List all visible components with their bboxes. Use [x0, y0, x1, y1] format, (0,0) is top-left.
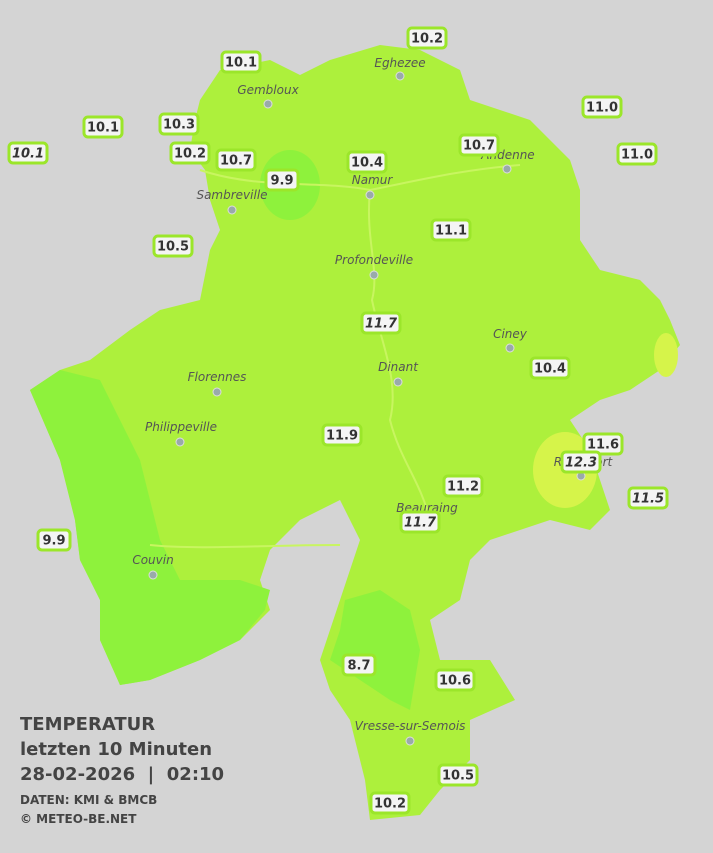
station-box: [215, 148, 257, 172]
town-dot: [395, 71, 405, 81]
town-dot: [365, 190, 375, 200]
station-box: [434, 668, 476, 692]
station-box: [430, 218, 472, 242]
station-box: [442, 474, 484, 498]
town-dot: [502, 164, 512, 174]
station-box: [321, 423, 363, 447]
station-value: 10.6: [439, 674, 471, 689]
station-box: [82, 115, 124, 139]
station-value: 11.7: [404, 516, 437, 531]
town-name: Profondeville: [335, 253, 413, 267]
station-box: [341, 653, 377, 677]
station-value: 10.1: [12, 147, 44, 162]
station-box: [581, 95, 623, 119]
station-box: [7, 141, 49, 165]
station-value: 10.5: [442, 769, 474, 784]
station-value: 10.2: [174, 147, 206, 162]
station-box: [582, 432, 624, 456]
town-name: Dinant: [378, 360, 419, 374]
station-value: 10.7: [220, 154, 252, 169]
town-name: Gembloux: [237, 83, 299, 97]
station-box: [264, 168, 300, 192]
town-dot: [369, 270, 379, 280]
station-box: [616, 142, 658, 166]
station-value: 10.4: [534, 362, 566, 377]
zone-warm: [654, 333, 678, 377]
station-box: [437, 763, 479, 787]
station-value: 9.9: [42, 534, 65, 549]
station-value: 10.3: [163, 118, 195, 133]
station-value: 10.2: [411, 32, 443, 47]
station-value: 10.1: [87, 121, 119, 136]
town-name: Couvin: [132, 553, 173, 567]
station-value: 11.5: [632, 492, 664, 507]
town-dot: [405, 736, 415, 746]
town-name: Eghezee: [374, 56, 425, 70]
station-box: [152, 234, 194, 258]
town-dot: [393, 377, 403, 387]
station-box: [158, 112, 200, 136]
town-dot: [227, 205, 237, 215]
station-value: 10.1: [225, 56, 257, 71]
town-name: Sambreville: [196, 188, 267, 202]
station-value: 11.9: [326, 429, 358, 444]
station-box: [346, 150, 388, 174]
legend-datetime: 28-02-2026 | 02:10: [20, 764, 224, 785]
town-name: Ciney: [493, 327, 528, 341]
station-value: 11.0: [621, 148, 653, 163]
town-name: Vresse-sur-Semois: [355, 719, 466, 733]
town-dot: [148, 570, 158, 580]
station-value: 11.7: [365, 317, 398, 332]
legend-source: DATEN: KMI & BMCB: [20, 793, 157, 807]
station-box: [458, 133, 500, 157]
legend-title: TEMPERATUR: [20, 714, 155, 735]
station-box: [406, 26, 448, 50]
town-dot: [263, 99, 273, 109]
station-value: 10.7: [463, 139, 495, 154]
station-value: 11.2: [447, 480, 479, 495]
station-box: [560, 450, 602, 474]
legend-copyright: © METEO-BE.NET: [20, 812, 137, 826]
town-dot: [175, 437, 185, 447]
station-box: [369, 791, 411, 815]
station-value: 8.7: [347, 659, 370, 674]
station-value: 11.0: [586, 101, 618, 116]
town-dot: [212, 387, 222, 397]
town-name: Florennes: [188, 370, 247, 384]
town-name: Namur: [352, 173, 394, 187]
station-box: [529, 356, 571, 380]
zone-cool: [30, 370, 270, 685]
station-box: [399, 510, 441, 534]
legend-period: letzten 10 Minuten: [20, 739, 212, 760]
station-value: 12.3: [565, 456, 597, 471]
station-value: 11.6: [587, 438, 619, 453]
station-box: [169, 141, 211, 165]
station-value: 9.9: [270, 174, 293, 189]
station-value: 11.1: [435, 224, 467, 239]
station-value: 10.4: [351, 156, 383, 171]
town-name: Philippeville: [145, 420, 217, 434]
river: [149, 164, 521, 549]
station-box: [627, 486, 669, 510]
station-box: [360, 311, 402, 335]
zone-cool: [330, 590, 420, 710]
town-dot: [505, 343, 515, 353]
station-value: 10.2: [374, 797, 406, 812]
station-box: [36, 528, 72, 552]
station-box: [220, 50, 262, 74]
station-value: 10.5: [157, 240, 189, 255]
